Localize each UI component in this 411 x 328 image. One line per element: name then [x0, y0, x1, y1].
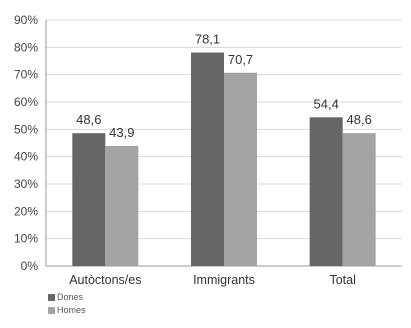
y-tick-label-10: 10% — [14, 232, 38, 246]
legend-item-dones: Dones — [48, 291, 86, 304]
data-label-homes-autoctons-es: 43,9 — [109, 125, 134, 140]
legend-swatch-dones — [48, 294, 55, 301]
bar-homes-immigrants — [224, 72, 257, 267]
data-label-homes-total: 48,6 — [347, 112, 372, 127]
x-tick-label-autoctons-es: Autòctons/es — [69, 273, 141, 287]
legend: Dones Homes — [48, 291, 86, 317]
y-tick-label-80: 80% — [14, 40, 38, 54]
bar-homes-total — [342, 133, 376, 266]
data-label-homes-immigrants: 70,7 — [228, 52, 253, 67]
data-label-dones-autoctons-es: 48,6 — [76, 112, 101, 127]
bar-dones-autoctons-es — [72, 133, 106, 266]
bar-homes-autoctons-es — [105, 146, 139, 266]
x-tick-label-immigrants: Immigrants — [193, 273, 255, 287]
y-tick-label-90: 90% — [14, 13, 38, 27]
y-tick-label-30: 30% — [14, 177, 38, 191]
legend-label-dones: Dones — [57, 292, 84, 302]
y-tick-label-0: 0% — [21, 259, 39, 273]
bar-dones-immigrants — [191, 52, 224, 266]
y-tick-label-20: 20% — [14, 204, 38, 218]
legend-item-homes: Homes — [48, 304, 86, 317]
legend-swatch-homes — [48, 307, 55, 314]
data-label-dones-total: 54,4 — [314, 96, 339, 111]
x-tick-label-total: Total — [329, 273, 355, 287]
y-tick-label-70: 70% — [14, 68, 38, 82]
legend-label-homes: Homes — [57, 305, 86, 315]
bar-dones-total — [309, 117, 343, 266]
y-tick-label-50: 50% — [14, 122, 38, 136]
y-tick-label-60: 60% — [14, 95, 38, 109]
data-label-dones-immigrants: 78,1 — [195, 32, 220, 47]
y-tick-label-40: 40% — [14, 150, 38, 164]
